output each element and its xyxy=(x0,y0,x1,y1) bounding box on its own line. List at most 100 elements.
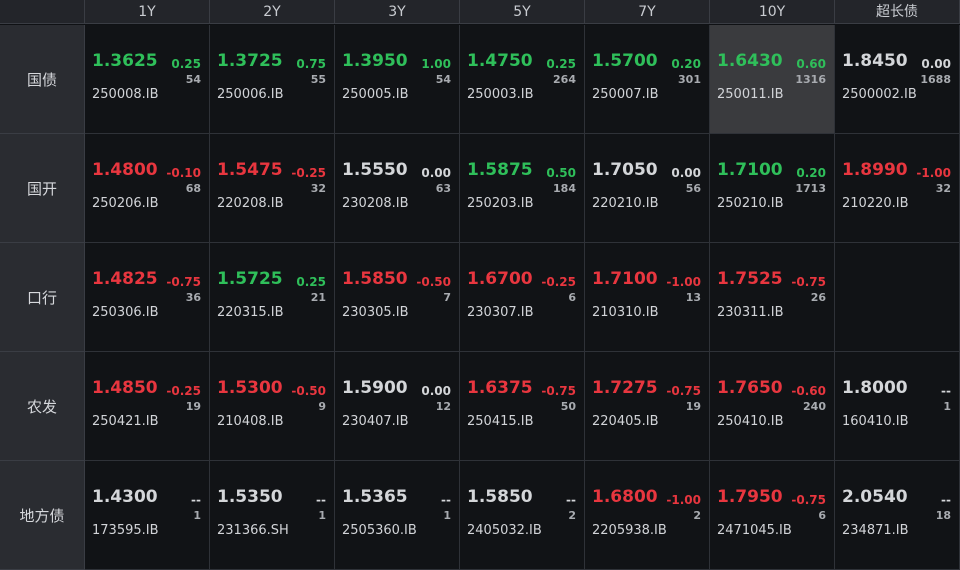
quote-change: 0.00 xyxy=(421,384,451,398)
quote-volume: 32 xyxy=(310,182,326,195)
quote-price: 1.3625 xyxy=(92,51,158,71)
quote-cell[interactable]: 1.8450 0.00 1688 2500002.IB xyxy=(835,25,960,134)
quote-price: 1.7100 xyxy=(592,269,658,289)
quote-cell[interactable]: 1.7525 -0.75 26 230311.IB xyxy=(710,243,835,352)
quote-volume: 21 xyxy=(310,291,326,304)
quote-volume: 50 xyxy=(560,400,576,413)
bond-code: 2205938.IB xyxy=(592,523,667,538)
quote-price: 1.5900 xyxy=(342,378,408,398)
quote-price: 1.3725 xyxy=(217,51,283,71)
quote-price: 1.6430 xyxy=(717,51,783,71)
quote-price: 1.5725 xyxy=(217,269,283,289)
quote-cell[interactable]: 1.8000 -- 1 160410.IB xyxy=(835,352,960,461)
quote-price: 1.8450 xyxy=(842,51,908,71)
quote-price: 1.8990 xyxy=(842,160,908,180)
bond-code: 250421.IB xyxy=(92,414,159,429)
row-label: 国开 xyxy=(0,134,85,243)
quote-volume: 2 xyxy=(693,509,701,522)
quote-volume: 2 xyxy=(568,509,576,522)
bond-code: 230305.IB xyxy=(342,305,409,320)
quote-change: -0.75 xyxy=(791,275,826,289)
quote-cell[interactable]: 1.5850 -0.50 7 230305.IB xyxy=(335,243,460,352)
quote-change: -- xyxy=(441,493,451,507)
quote-change: -0.75 xyxy=(666,384,701,398)
quote-change: -0.75 xyxy=(541,384,576,398)
quote-volume: 36 xyxy=(185,291,201,304)
quote-change: 0.00 xyxy=(671,166,701,180)
header-tenor[interactable]: 1Y xyxy=(85,0,210,24)
quote-cell[interactable]: 1.6375 -0.75 50 250415.IB xyxy=(460,352,585,461)
quote-cell[interactable]: 1.5875 0.50 184 250203.IB xyxy=(460,134,585,243)
quote-cell[interactable]: 1.4825 -0.75 36 250306.IB xyxy=(85,243,210,352)
header-tenor[interactable]: 2Y xyxy=(210,0,335,24)
quote-cell[interactable]: 1.7100 -1.00 13 210310.IB xyxy=(585,243,710,352)
quote-change: 0.60 xyxy=(796,57,826,71)
quote-volume: 54 xyxy=(435,73,451,86)
quote-price: 1.3950 xyxy=(342,51,408,71)
quote-cell[interactable]: 1.3725 0.75 55 250006.IB xyxy=(210,25,335,134)
quote-price: 1.4800 xyxy=(92,160,158,180)
quote-cell[interactable]: 1.7650 -0.60 240 250410.IB xyxy=(710,352,835,461)
bond-code: 2405032.IB xyxy=(467,523,542,538)
quote-volume: 12 xyxy=(435,400,451,413)
quote-price: 1.5365 xyxy=(342,487,408,507)
quote-change: -0.10 xyxy=(166,166,201,180)
quote-cell[interactable]: 1.5475 -0.25 32 220208.IB xyxy=(210,134,335,243)
quote-cell[interactable]: 1.5900 0.00 12 230407.IB xyxy=(335,352,460,461)
header-corner xyxy=(0,0,85,24)
quote-change: -0.75 xyxy=(166,275,201,289)
quote-cell[interactable]: 1.5725 0.25 21 220315.IB xyxy=(210,243,335,352)
quote-cell[interactable]: 1.4850 -0.25 19 250421.IB xyxy=(85,352,210,461)
header-tenor[interactable]: 5Y xyxy=(460,0,585,24)
row-label: 地方债 xyxy=(0,461,85,570)
quote-cell[interactable]: 1.5350 -- 1 231366.SH xyxy=(210,461,335,570)
quote-cell[interactable]: 1.6430 0.60 1316 250011.IB xyxy=(710,25,835,134)
bond-code: 250003.IB xyxy=(467,87,534,102)
quote-volume: 63 xyxy=(435,182,451,195)
header-tenor[interactable]: 7Y xyxy=(585,0,710,24)
quote-volume: 6 xyxy=(818,509,826,522)
quote-volume: 55 xyxy=(310,73,326,86)
quote-change: 0.20 xyxy=(671,57,701,71)
quote-price: 1.5550 xyxy=(342,160,408,180)
quote-cell[interactable]: 1.3625 0.25 54 250008.IB xyxy=(85,25,210,134)
quote-price: 1.5875 xyxy=(467,160,533,180)
quote-cell[interactable]: 2.0540 -- 18 234871.IB xyxy=(835,461,960,570)
quote-cell[interactable]: 1.5700 0.20 301 250007.IB xyxy=(585,25,710,134)
quote-cell[interactable]: 1.5550 0.00 63 230208.IB xyxy=(335,134,460,243)
quote-volume: 13 xyxy=(685,291,701,304)
quote-volume: 56 xyxy=(685,182,701,195)
quote-cell[interactable]: 1.4750 0.25 264 250003.IB xyxy=(460,25,585,134)
quote-cell[interactable]: 1.7050 0.00 56 220210.IB xyxy=(585,134,710,243)
quote-change: -- xyxy=(191,493,201,507)
quote-volume: 1 xyxy=(193,509,201,522)
quote-price: 1.5700 xyxy=(592,51,658,71)
quote-change: 1.00 xyxy=(421,57,451,71)
quote-cell[interactable]: 1.5365 -- 1 2505360.IB xyxy=(335,461,460,570)
quote-change: -- xyxy=(941,384,951,398)
quote-cell[interactable]: 1.7275 -0.75 19 220405.IB xyxy=(585,352,710,461)
quote-cell[interactable]: 1.6700 -0.25 6 230307.IB xyxy=(460,243,585,352)
header-tenor[interactable]: 10Y xyxy=(710,0,835,24)
bond-code: 250206.IB xyxy=(92,196,159,211)
quote-cell[interactable]: 1.3950 1.00 54 250005.IB xyxy=(335,25,460,134)
header-tenor[interactable]: 3Y xyxy=(335,0,460,24)
quote-cell[interactable] xyxy=(835,243,960,352)
quote-cell[interactable]: 1.4800 -0.10 68 250206.IB xyxy=(85,134,210,243)
quote-change: 0.25 xyxy=(546,57,576,71)
quote-price: 1.5475 xyxy=(217,160,283,180)
quote-cell[interactable]: 1.7950 -0.75 6 2471045.IB xyxy=(710,461,835,570)
quote-cell[interactable]: 1.8990 -1.00 32 210220.IB xyxy=(835,134,960,243)
quote-volume: 26 xyxy=(810,291,826,304)
bond-code: 2471045.IB xyxy=(717,523,792,538)
quote-volume: 7 xyxy=(443,291,451,304)
quote-cell[interactable]: 1.6800 -1.00 2 2205938.IB xyxy=(585,461,710,570)
quote-change: -0.25 xyxy=(541,275,576,289)
quote-cell[interactable]: 1.4300 -- 1 173595.IB xyxy=(85,461,210,570)
quote-cell[interactable]: 1.5850 -- 2 2405032.IB xyxy=(460,461,585,570)
quote-cell[interactable]: 1.5300 -0.50 9 210408.IB xyxy=(210,352,335,461)
quote-cell[interactable]: 1.7100 0.20 1713 250210.IB xyxy=(710,134,835,243)
header-tenor[interactable]: 超长债 xyxy=(835,0,960,24)
quote-price: 1.4300 xyxy=(92,487,158,507)
bond-code: 250410.IB xyxy=(717,414,784,429)
